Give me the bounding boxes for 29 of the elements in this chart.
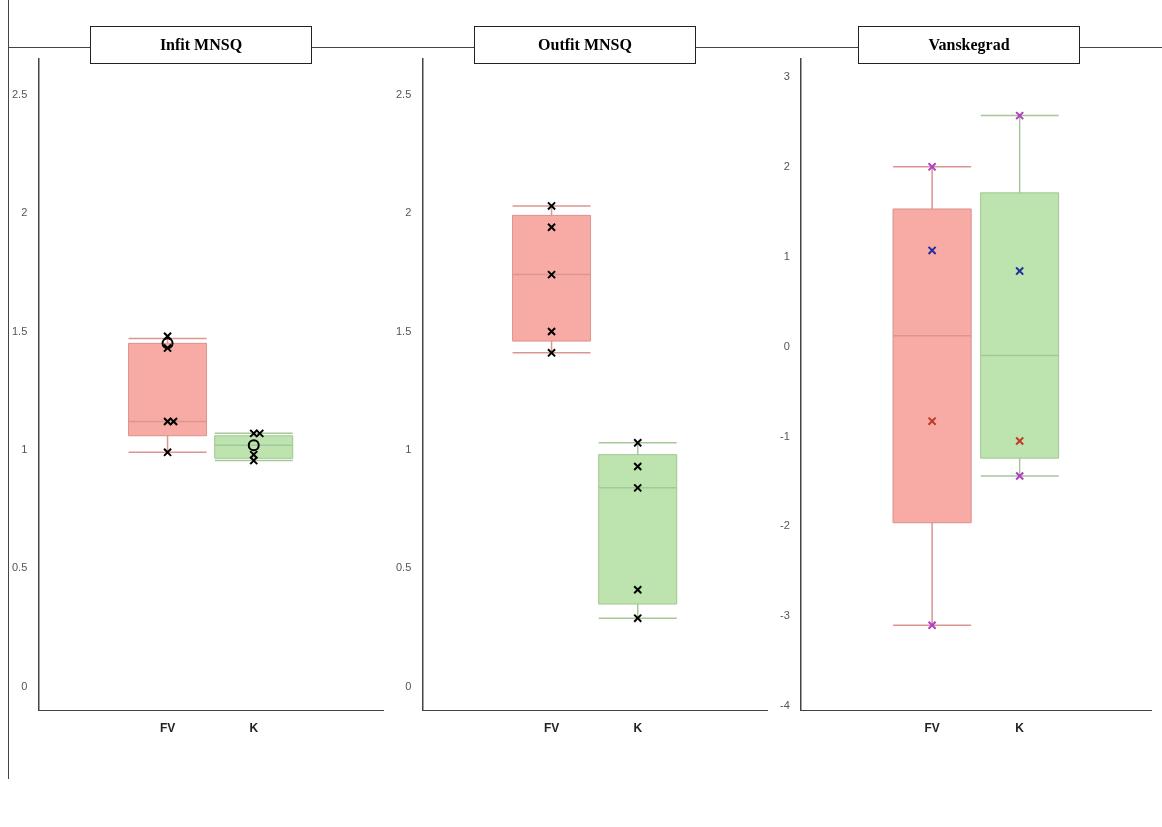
y-tick-label: 0.5 — [395, 561, 412, 574]
y-tick-label: 1.5 — [11, 324, 28, 337]
y-tick-label: 2.5 — [11, 87, 28, 100]
y-tick-label: 0 — [21, 679, 28, 692]
y-tick-label: -3 — [780, 609, 790, 622]
y-tick-label: 0 — [405, 679, 412, 692]
title-frame: Vanskegrad — [858, 26, 1080, 64]
y-tick-label: -1 — [780, 429, 790, 442]
x-tick-label: FV — [543, 721, 560, 736]
y-tick-label: 2 — [405, 206, 412, 219]
y-tick-label: 0.5 — [11, 561, 28, 574]
x-tick-label: FV — [159, 721, 176, 736]
y-tick-label: 0 — [783, 339, 790, 352]
y-tick-label: 3 — [783, 70, 790, 83]
title-frame: Infit MNSQ — [90, 26, 312, 64]
y-tick-label: 1.5 — [395, 324, 412, 337]
y-tick-label: -4 — [780, 699, 790, 712]
y-tick-label: -2 — [780, 519, 790, 532]
y-tick-label: 1 — [783, 249, 790, 262]
x-tick-label: K — [633, 721, 643, 736]
y-tick-label: 2 — [21, 206, 28, 219]
y-tick-label: 1 — [21, 442, 28, 455]
x-tick-label: FV — [924, 721, 940, 736]
x-tick-label: K — [1015, 721, 1025, 736]
title-frame: Outfit MNSQ — [474, 26, 696, 64]
y-tick-label: 1 — [405, 442, 412, 455]
y-tick-label: 2.5 — [395, 87, 412, 100]
x-tick-label: K — [249, 721, 259, 736]
y-tick-label: 2 — [783, 159, 790, 172]
